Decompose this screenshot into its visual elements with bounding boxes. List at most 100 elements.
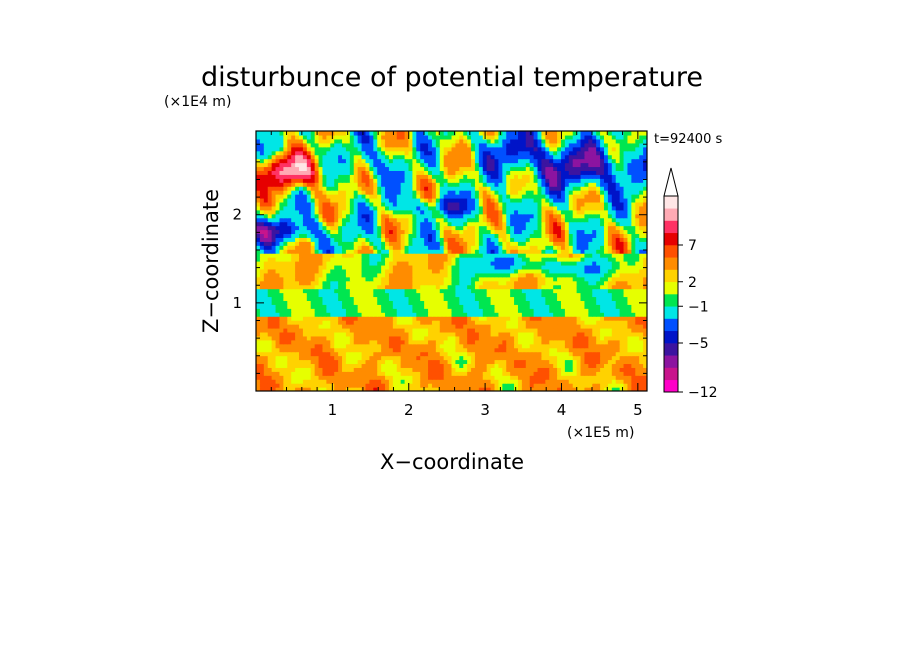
field-cell [392, 296, 398, 301]
field-cell [455, 359, 460, 365]
field-cell [396, 331, 402, 337]
field-cell [494, 312, 500, 317]
field-cell [420, 229, 425, 235]
field-cell [537, 292, 543, 298]
field-cell [295, 324, 300, 329]
field-cell [576, 201, 582, 207]
field-cell [385, 355, 390, 361]
field-cell [510, 308, 515, 313]
field-cell [338, 261, 343, 266]
field-cell [553, 347, 558, 353]
field-cell [424, 312, 429, 317]
field-cell [400, 280, 406, 286]
field-cell [607, 351, 613, 357]
field-cell [338, 296, 343, 301]
field-cell [369, 233, 374, 238]
field-cell [471, 320, 476, 325]
field-cell [463, 363, 468, 368]
field-cell [263, 237, 269, 242]
field-cell [541, 257, 546, 262]
field-cell [557, 213, 562, 219]
field-cell [400, 335, 406, 341]
field-cell [342, 209, 347, 215]
field-cell [486, 316, 492, 321]
field-cell [568, 237, 574, 242]
field-cell [611, 312, 617, 317]
field-cell [459, 272, 464, 278]
field-cell [447, 253, 453, 258]
field-cell [381, 249, 386, 254]
field-cell [396, 201, 402, 207]
field-cell [388, 383, 394, 388]
field-cell [635, 339, 640, 345]
field-cell [474, 339, 480, 345]
field-cell [267, 261, 273, 266]
field-cell [287, 324, 292, 329]
field-cell [447, 300, 453, 305]
field-cell [334, 233, 339, 238]
field-cell [514, 284, 519, 290]
field-cell [588, 387, 593, 391]
field-cell [564, 331, 570, 337]
field-cell [431, 383, 437, 388]
field-cell [279, 221, 284, 227]
field-cell [568, 261, 574, 266]
field-cell [385, 229, 390, 235]
field-cell [451, 201, 457, 207]
field-cell [416, 343, 421, 349]
field-cell [557, 264, 562, 270]
field-cell [619, 379, 625, 384]
field-cell [291, 257, 296, 262]
field-cell [299, 272, 304, 278]
field-cell [334, 383, 339, 388]
field-cell [459, 253, 464, 258]
field-cell [385, 233, 390, 238]
field-cell [408, 241, 413, 246]
field-cell [361, 375, 367, 380]
field-cell [506, 355, 511, 361]
field-cell [600, 194, 605, 199]
field-cell [338, 221, 343, 227]
field-cell [455, 347, 460, 353]
field-cell [514, 197, 519, 203]
field-cell [482, 320, 488, 325]
field-cell [443, 253, 449, 258]
field-cell [322, 205, 327, 211]
field-cell [256, 327, 261, 333]
field-cell [420, 292, 425, 298]
field-cell [424, 201, 429, 207]
field-cell [588, 241, 593, 246]
field-cell [271, 359, 277, 365]
field-cell [467, 253, 472, 258]
field-cell [600, 249, 605, 254]
field-cell [537, 363, 543, 368]
field-cell [408, 308, 413, 313]
field-cell [576, 359, 582, 365]
field-cell [373, 268, 378, 274]
field-cell [306, 272, 312, 278]
field-cell [326, 205, 331, 211]
field-cell [342, 296, 347, 301]
field-cell [314, 213, 320, 219]
field-cell [502, 217, 507, 223]
field-cell [424, 327, 429, 333]
field-cell [302, 201, 308, 207]
field-cell [263, 201, 269, 207]
field-cell [545, 221, 550, 227]
field-cell [334, 347, 339, 353]
field-cell [381, 221, 386, 227]
field-cell [408, 272, 413, 278]
field-cell [357, 304, 363, 309]
field-cell [557, 272, 562, 278]
field-cell [271, 284, 277, 290]
field-cell [615, 292, 621, 298]
field-cell [404, 292, 410, 298]
field-cell [424, 367, 429, 372]
field-cell [510, 209, 515, 215]
field-cell [631, 284, 636, 290]
field-cell [486, 355, 492, 361]
field-cell [525, 327, 531, 333]
field-cell [564, 379, 570, 384]
field-cell [576, 351, 582, 357]
field-cell [611, 292, 617, 298]
